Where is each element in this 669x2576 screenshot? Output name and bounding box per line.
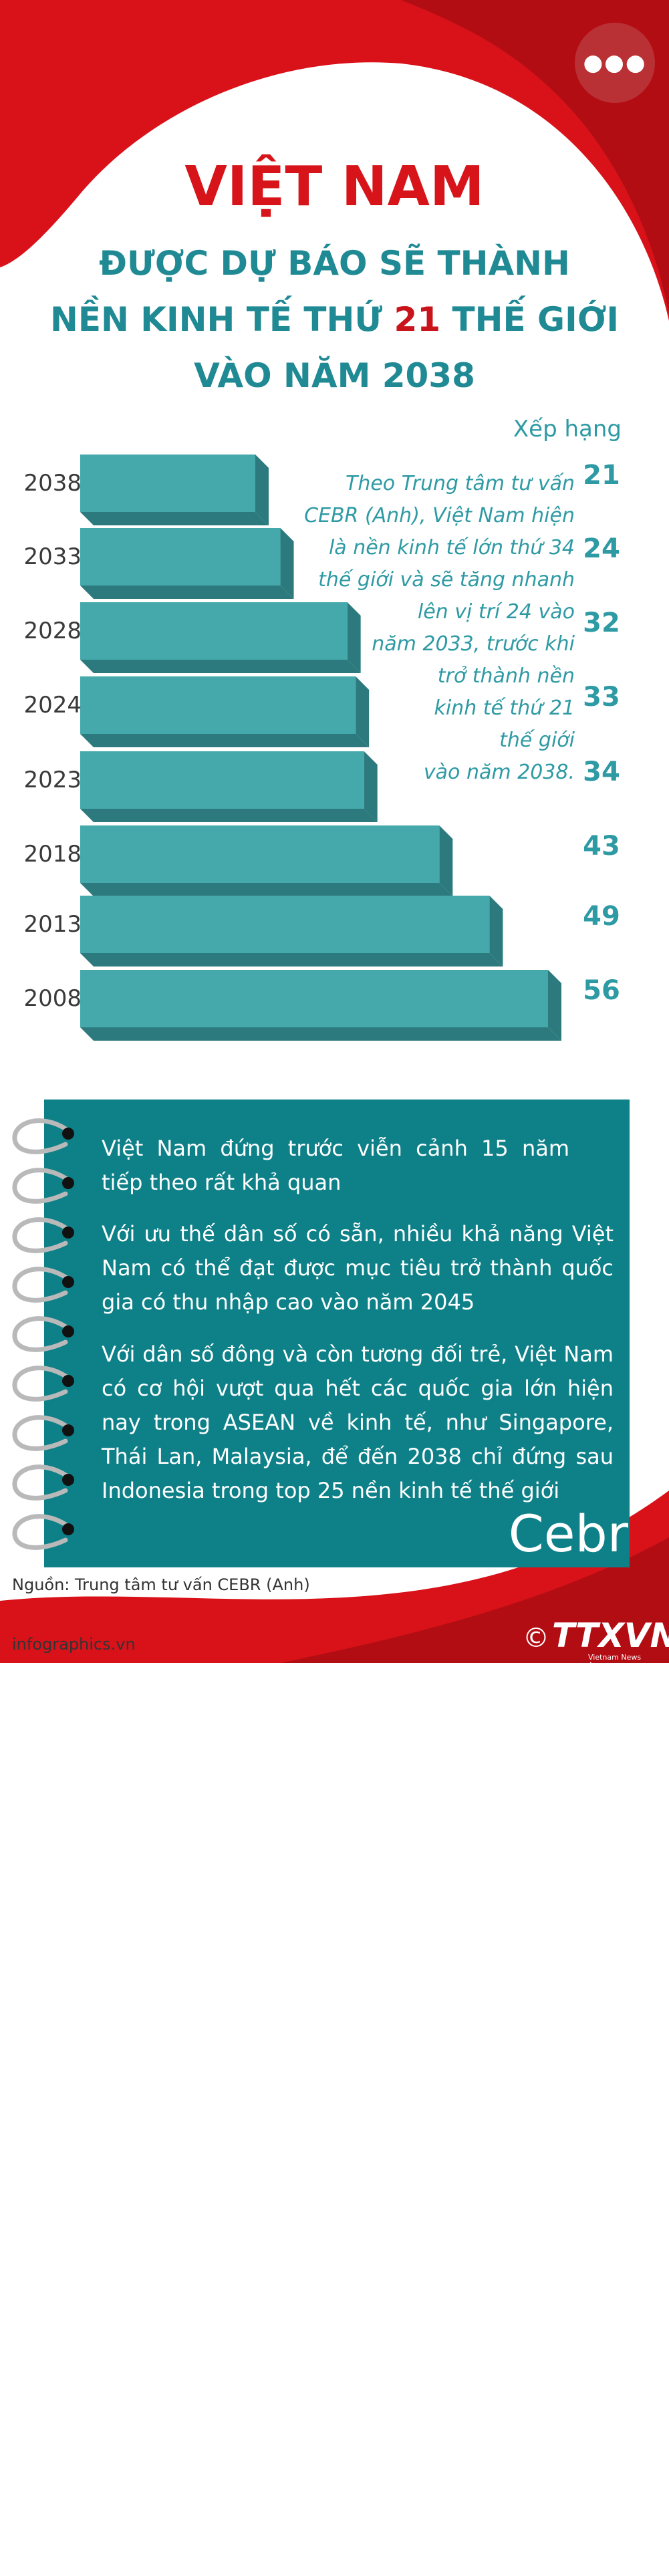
bar-2038: [80, 455, 269, 525]
notebook-ring-icon: [12, 1168, 74, 1204]
quote-line: lên vị trí 24 vào: [417, 600, 575, 624]
bar-2008: [80, 970, 561, 1041]
rank-value-2024: 33: [583, 682, 620, 713]
year-label-2038: 2038: [23, 470, 82, 497]
notebook-ring-icon: [12, 1118, 74, 1550]
page-subtitle: ĐƯỢC DỰ BÁO SẼ THÀNH NỀN KINH TẾ THỨ 21 …: [0, 235, 669, 404]
rank-value-2023: 34: [583, 757, 620, 787]
year-label-2008: 2008: [23, 985, 82, 1012]
quote-line: thế giới và sẽ tăng nhanh: [318, 568, 575, 592]
notebook-ring-icon: [12, 1217, 74, 1253]
quote-line: là nền kinh tế lớn thứ 34: [328, 536, 575, 559]
quote-line: kinh tế thứ 21: [434, 696, 575, 720]
bar-2028: [80, 602, 361, 673]
chart-quote: Theo Trung tâm tư vấn CEBR (Anh), Việt N…: [281, 468, 575, 789]
year-label-2033: 2033: [23, 543, 82, 570]
bar-2018: [80, 825, 453, 896]
notebook-ring-icon: [12, 1415, 74, 1451]
bar-2023: [80, 751, 378, 822]
ttxvn-tagline: Vietnam News Agency: [588, 1653, 642, 1670]
copyright-symbol: ©: [523, 1623, 549, 1654]
info-bullet-1: Việt Nam đứng trước viễn cảnh 15 năm tiế…: [102, 1136, 569, 1195]
subtitle-line-2-post: THẾ GIỚI: [440, 300, 619, 339]
rank-value-2038: 21: [583, 460, 620, 491]
year-label-2013: 2013: [23, 911, 82, 938]
ranking-bar-chart: [80, 455, 561, 1041]
info-panel: Cebr Việt Nam đứng trước viễn cảnh 15 nă…: [44, 1100, 630, 2504]
rank-value-2033: 24: [583, 533, 620, 564]
notebook-ring-icon: [12, 1118, 74, 1154]
rank-column-header: Xếp hạng: [513, 416, 622, 442]
bar-2024: [80, 676, 370, 747]
subtitle-line-3: VÀO NĂM 2038: [194, 356, 475, 395]
more-button[interactable]: ●●●: [575, 23, 655, 103]
bar-2013: [80, 896, 503, 967]
quote-line: trở thành nền: [437, 664, 575, 688]
quote-line: CEBR (Anh), Việt Nam hiện: [304, 504, 575, 527]
year-label-2018: 2018: [23, 841, 82, 868]
info-bullet-3: Với dân số đông và còn tương đối trẻ, Vi…: [102, 1341, 614, 1503]
quote-line: vào năm 2038.: [423, 761, 575, 784]
subtitle-line-1: ĐƯỢC DỰ BÁO SẼ THÀNH: [99, 244, 570, 283]
rank-value-2018: 43: [583, 831, 620, 862]
rank-value-2028: 32: [583, 608, 620, 638]
rank-value-2013: 49: [583, 901, 620, 932]
notebook-ring-icon: [12, 1366, 74, 1402]
cebr-logo: Cebr: [508, 1504, 628, 1563]
notebook-ring-icon: [12, 1464, 74, 1501]
page-title: VIỆT NAM: [184, 155, 485, 219]
info-bullet-2: Với ưu thế dân số có sẵn, nhiều khả năng…: [102, 1221, 614, 1315]
quote-line: năm 2033, trước khi: [372, 632, 575, 656]
quote-line: thế giới: [499, 729, 575, 752]
subtitle-line-2: NỀN KINH TẾ THỨ 21 THẾ GIỚI: [0, 291, 669, 348]
subtitle-line-2-pre: NỀN KINH TẾ THỨ: [50, 300, 394, 339]
quote-line: Theo Trung tâm tư vấn: [346, 472, 575, 495]
year-label-2023: 2023: [23, 767, 82, 793]
source-note: Nguồn: Trung tâm tư vấn CEBR (Anh): [12, 1575, 310, 1594]
watermark-logo: Cebr: [466, 2423, 621, 2504]
ttxvn-logo: TTXVN: [552, 1616, 669, 1655]
year-label-2028: 2028: [23, 618, 82, 644]
rank-value-2008: 56: [583, 975, 620, 1006]
notebook-ring-icon: [12, 1514, 74, 1550]
more-horizontal-icon: ●●●: [583, 49, 647, 76]
notebook-ring-icon: [12, 1316, 74, 1352]
notebook-ring-icon: [12, 1267, 74, 1303]
bar-2033: [80, 528, 294, 599]
site-link[interactable]: infographics.vn: [12, 1635, 136, 1654]
year-label-2024: 2024: [23, 692, 82, 719]
subtitle-highlight-rank: 21: [394, 300, 441, 339]
